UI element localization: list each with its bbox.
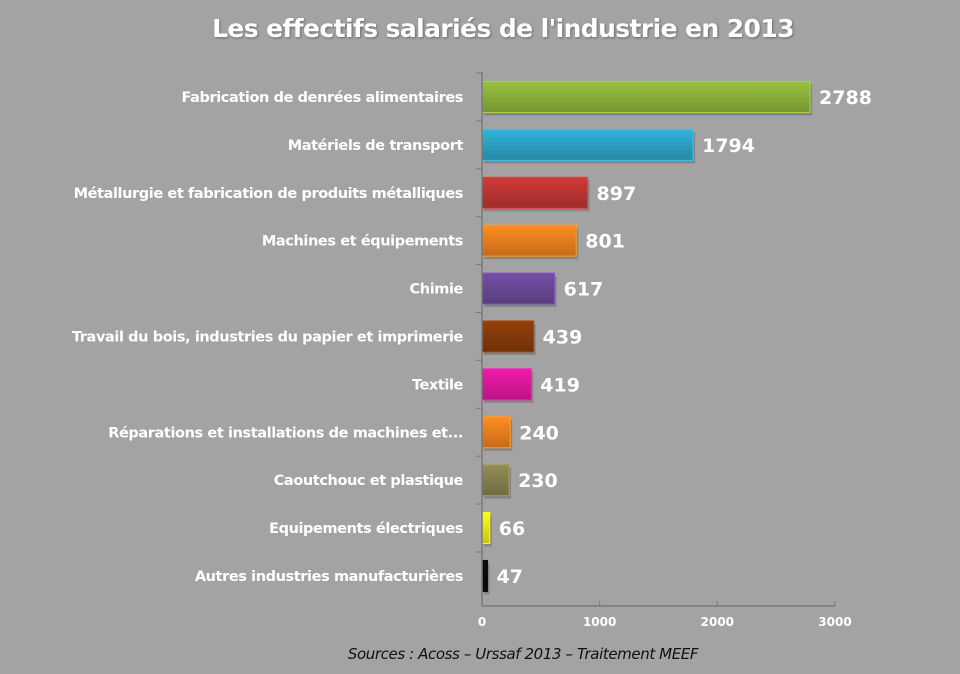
bar	[481, 320, 535, 353]
data-label: 419	[540, 374, 580, 396]
category-label: Machines et équipements	[262, 234, 463, 250]
data-label: 617	[564, 279, 604, 301]
bar	[481, 512, 491, 545]
data-label: 439	[543, 326, 583, 348]
category-label: Chimie	[410, 282, 464, 298]
x-tick-label: 1000	[583, 615, 616, 629]
bar	[481, 464, 510, 497]
bar	[481, 559, 489, 592]
bar	[481, 272, 556, 305]
category-label: Caoutchouc et plastique	[274, 473, 464, 489]
bar	[481, 80, 811, 113]
category-label: Métallurgie et fabrication de produits m…	[74, 186, 463, 202]
data-label: 897	[597, 183, 637, 205]
category-label: Réparations et installations de machines…	[108, 425, 463, 441]
bar	[481, 128, 694, 161]
axes	[481, 72, 835, 607]
data-label: 47	[497, 566, 523, 588]
bar	[481, 416, 511, 449]
x-tick-label: 3000	[818, 615, 851, 629]
x-tick-label: 0	[478, 615, 486, 629]
data-label: 240	[519, 422, 559, 444]
category-label: Textile	[412, 377, 464, 393]
bars-layer	[481, 80, 813, 595]
source-note: Sources : Acoss – Urssaf 2013 – Traiteme…	[347, 645, 699, 663]
chart-title: Les effectifs salariés de l'industrie en…	[212, 14, 794, 43]
data-label: 2788	[819, 87, 872, 109]
bar	[481, 368, 532, 401]
x-tick-label: 2000	[701, 615, 734, 629]
category-label: Equipements électriques	[269, 521, 463, 537]
bar	[481, 224, 577, 257]
category-label: Fabrication de denrées alimentaires	[181, 90, 463, 106]
data-label: 801	[585, 231, 625, 253]
category-label: Travail du bois, industries du papier et…	[72, 329, 464, 345]
data-label: 1794	[702, 135, 755, 157]
category-label: Autres industries manufacturières	[195, 569, 463, 585]
data-label: 230	[518, 470, 558, 492]
category-label: Matériels de transport	[288, 138, 464, 154]
bar	[481, 176, 589, 209]
data-label: 66	[499, 518, 525, 540]
labels-layer: Fabrication de denrées alimentaires 2788 M…	[72, 72, 872, 629]
